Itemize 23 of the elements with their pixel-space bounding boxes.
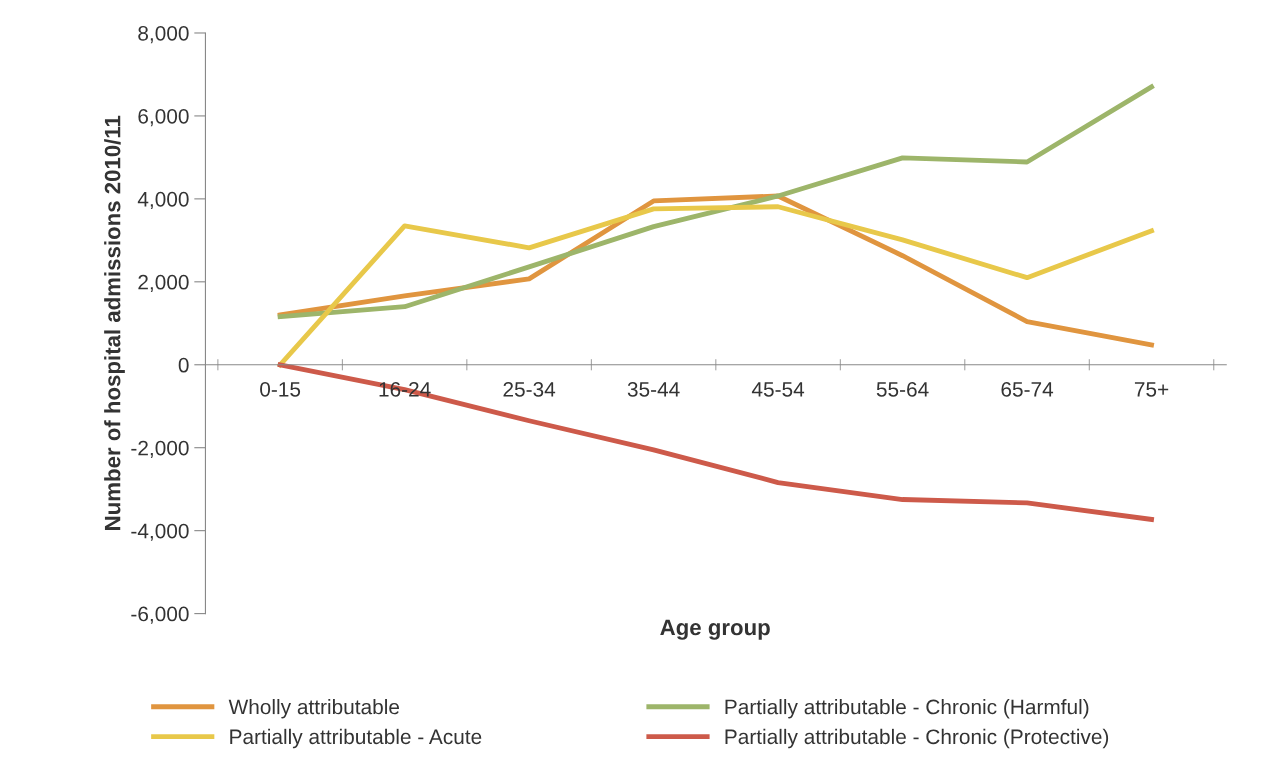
x-tick-label: 45-54 (751, 382, 805, 397)
y-tick-label: 0 (178, 357, 189, 373)
y-tick-label: 6,000 (138, 108, 189, 127)
x-tick-label: 25-34 (503, 381, 556, 397)
y-tick-label: 4,000 (137, 191, 189, 210)
y-tick-label: -6,000 (131, 606, 189, 624)
x-tick-label: 0-15 (260, 381, 301, 397)
y-tick-label: -4,000 (131, 523, 189, 541)
y-axis-title: Number of hospital admissions 2010/11 (104, 115, 125, 530)
y-tick-label: -2,000 (131, 440, 189, 458)
x-tick-label: 65-74 (1001, 381, 1054, 397)
line-series (277, 84, 1154, 320)
x-tick-label: 35-44 (627, 381, 680, 397)
x-tick-label: 55-64 (876, 381, 929, 397)
y-tick-label: 2,000 (138, 274, 189, 293)
legend-label: Wholly attributable (228, 698, 400, 719)
x-tick-label: 75+ (1134, 382, 1169, 397)
line-series (277, 204, 1154, 368)
legend-label: Partially attributable - Acute (230, 728, 482, 749)
y-tick-label: 8,000 (138, 25, 189, 44)
x-axis-title: Age group (660, 619, 770, 640)
legend-label: Partially attributable - Chronic (Protective) (725, 728, 1109, 749)
legend-label: Partially attributable - Chronic (Harmful) (725, 698, 1089, 719)
